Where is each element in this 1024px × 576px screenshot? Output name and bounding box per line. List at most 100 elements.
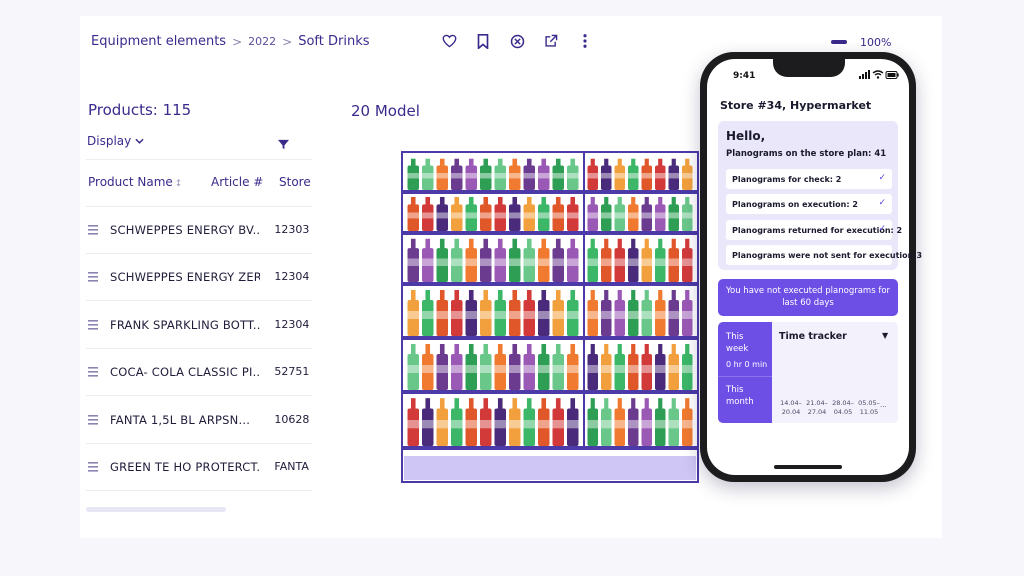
bottle-neck [541, 196, 547, 206]
bottle [407, 354, 419, 390]
article-number: 12304 [274, 318, 310, 331]
bottle-label [436, 212, 448, 219]
bottle [601, 300, 612, 336]
bottle-neck [617, 398, 622, 410]
chevron-down-icon[interactable]: ▼ [882, 331, 889, 340]
bottle-label [494, 311, 506, 319]
bottle-label [523, 258, 535, 267]
display-dropdown[interactable]: Display [87, 134, 144, 148]
bottle-neck [590, 398, 595, 410]
planogram-status-item[interactable]: Planograms were not sent for execution:3 [726, 245, 922, 265]
shelf-board [402, 390, 698, 394]
bottle-neck [526, 196, 532, 206]
product-name: SCHWEPPES ENERGY ZER... [110, 269, 261, 284]
bottle-neck [483, 158, 489, 167]
share-icon[interactable] [543, 32, 559, 50]
bottle-label [422, 420, 434, 429]
product-name: FANTA 1,5L BL ARPSN... [110, 412, 251, 427]
drag-handle-icon[interactable] [88, 366, 102, 377]
shelf-board [402, 282, 698, 286]
bottle-label [668, 173, 679, 179]
column-header-store[interactable]: Store [279, 175, 311, 189]
bottle-neck [644, 196, 649, 206]
bottle [509, 408, 521, 446]
tracker-month-label[interactable]: This month [726, 385, 754, 407]
bottle-label [682, 311, 693, 319]
bottle [641, 408, 652, 446]
bottle [567, 354, 579, 390]
product-name: COCA- COLA CLASSIC PI.. [110, 364, 261, 379]
breadcrumb-category[interactable]: Soft Drinks [298, 34, 370, 49]
breadcrumb-year[interactable]: 2022 [248, 35, 277, 48]
alert-banner[interactable]: You have not executed planograms for las… [718, 279, 898, 316]
bottle-label [567, 212, 579, 219]
bottle-label [538, 173, 550, 179]
zoom-slider[interactable] [831, 40, 847, 44]
bottle-neck [497, 196, 503, 206]
bottle-neck [671, 238, 676, 250]
table-row[interactable]: FANTA 1,5L BL ARPSN... 10628 [86, 396, 312, 443]
bottle [567, 408, 579, 446]
table-row[interactable]: SCHWEPPES ENERGY BV.. 12303 [86, 206, 312, 253]
shelf-board [402, 336, 698, 340]
status-time: 9:41 [733, 71, 756, 81]
bottle-label [655, 420, 666, 429]
drag-handle-icon[interactable] [88, 271, 102, 282]
bottle [552, 248, 564, 282]
bottle-neck [439, 196, 445, 206]
bottle-neck [512, 196, 518, 206]
drag-handle-icon[interactable] [88, 319, 102, 330]
filter-icon[interactable] [278, 135, 290, 150]
planogram-shelf[interactable] [400, 150, 700, 484]
bottle-label [509, 311, 521, 319]
table-row[interactable]: SCHWEPPES ENERGY ZER... 12304 [86, 253, 312, 300]
bottle-neck [512, 290, 518, 301]
table-row[interactable]: GREEN TE HO PROTERCT... FANTA [86, 443, 312, 490]
column-header-article[interactable]: Article # [211, 175, 264, 189]
drag-handle-icon[interactable] [88, 414, 102, 425]
chevron-down-icon [135, 138, 144, 144]
divider [86, 253, 312, 254]
bottle-neck [617, 344, 622, 355]
bottle-neck [425, 158, 431, 167]
product-name: GREEN TE HO PROTERCT... [110, 459, 261, 474]
bottle [494, 248, 506, 282]
bottle [587, 165, 598, 190]
column-header-product-name[interactable]: Product Name ↕ [88, 175, 182, 189]
bottle-label [436, 365, 448, 373]
bottle-label [682, 212, 693, 219]
drag-handle-icon[interactable] [88, 224, 102, 235]
bottle-neck [671, 196, 676, 206]
close-circle-icon[interactable] [509, 32, 525, 50]
planogram-status-item[interactable]: Planograms returned for execution: 2 ✓ [726, 220, 902, 240]
bottle [494, 354, 506, 390]
bottle [494, 300, 506, 336]
bottle [538, 408, 550, 446]
greeting: Hello, [726, 129, 766, 143]
divider [86, 300, 312, 301]
bottle-label [523, 212, 535, 219]
bottle-label [436, 258, 448, 267]
more-vertical-icon[interactable] [577, 32, 593, 50]
table-row[interactable]: FRANK SPARKLING BOTT... 12304 [86, 301, 312, 348]
bottle [480, 165, 492, 190]
bottle [523, 248, 535, 282]
bottle-label [552, 365, 564, 373]
bottle [668, 165, 679, 190]
bottle-neck [555, 344, 561, 355]
bottle-neck [685, 158, 690, 167]
planogram-status-item[interactable]: Planograms on execution: 2 ✓ [726, 194, 892, 214]
bottle-neck [671, 344, 676, 355]
planogram-status-item[interactable]: Planograms for check: 2 ✓ [726, 169, 892, 189]
horizontal-scrollbar[interactable] [86, 507, 226, 512]
bottle-neck [685, 398, 690, 410]
breadcrumb-section[interactable]: Equipment elements [91, 34, 227, 49]
table-row[interactable]: COCA- COLA CLASSIC PI.. 52751 [86, 348, 312, 395]
heart-icon[interactable] [441, 32, 457, 50]
drag-handle-icon[interactable] [88, 461, 102, 472]
bookmark-icon[interactable] [475, 32, 491, 50]
bottle [407, 248, 419, 282]
bottle-label [523, 173, 535, 179]
tracker-week-label[interactable]: This week [726, 332, 749, 354]
bottle [436, 300, 448, 336]
